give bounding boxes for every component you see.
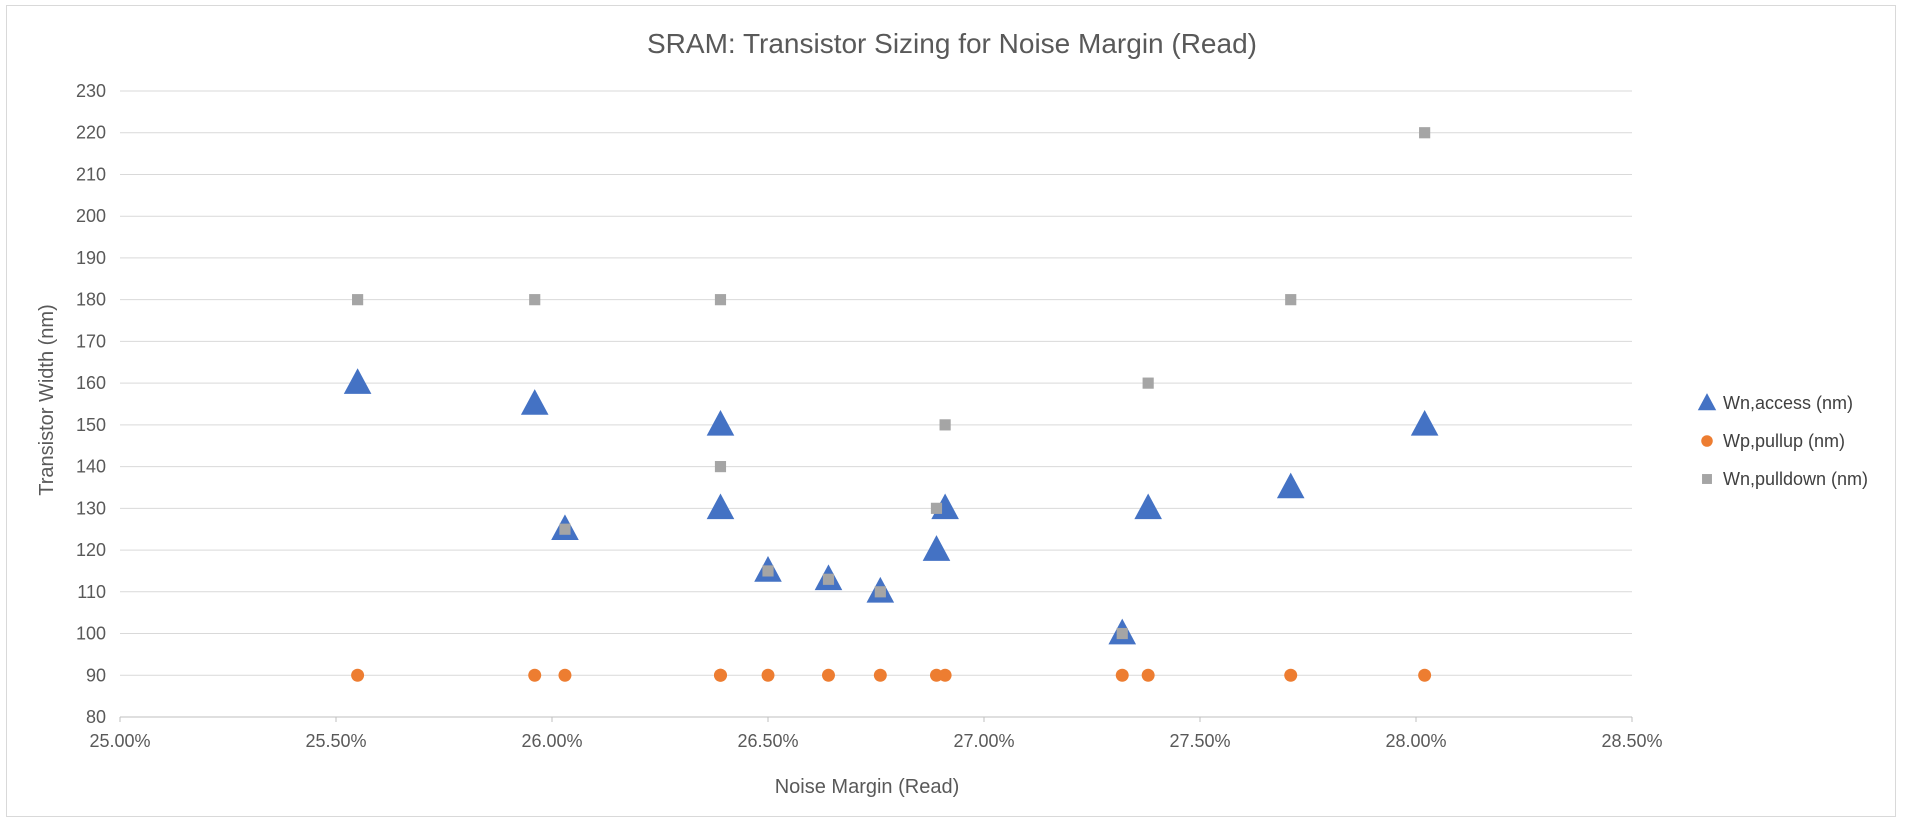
data-points [343,127,1439,682]
point-wp-pullup [1418,668,1432,682]
y-axis-label: Transistor Width (nm) [36,304,58,496]
point-wp-pullup [714,668,727,682]
chart-frame [6,5,1896,817]
legend-entry-label: Wp,pullup (nm) [1723,431,1845,451]
point-wn-pulldown [939,419,951,431]
point-wn-access [1276,472,1305,499]
legend-entry-label: Wn,pulldown (nm) [1723,469,1868,489]
legend: Wn,access (nm) Wp,pullup (nm) Wn,pulldown … [1697,393,1868,489]
point-wp-pullup [558,668,572,682]
y-tick-label: 220 [76,123,106,143]
gridlines [120,90,1632,676]
y-tick-label: 200 [76,206,106,226]
y-tick-label: 110 [77,582,106,602]
point-wp-pullup [351,668,365,682]
legend-entry-label: Wn,access (nm) [1723,393,1853,413]
point-wn-pulldown [1142,377,1154,389]
legend-marker-wp-pullup [1701,435,1713,447]
y-tick-label: 180 [76,290,106,310]
y-tick-label: 90 [86,665,106,685]
point-wn-pulldown [762,565,774,577]
x-axis-ticks: 25.00% 25.50% 26.00% 26.50% 27.00% 27.50% 28.0… [89,717,1663,751]
point-wn-pulldown [352,294,364,306]
x-tick-label: 25.50% [305,731,366,751]
chart-title: SRAM: Transistor Sizing for Noise Margin… [647,28,1257,59]
point-wn-pulldown [930,502,943,514]
point-wn-pulldown [1419,127,1431,139]
y-tick-label: 150 [76,415,106,435]
y-tick-label: 190 [76,248,106,268]
y-tick-label: 120 [76,540,106,560]
point-wn-pulldown [822,573,835,585]
point-wn-access [706,409,735,436]
x-axis-label: Noise Margin (Read) [775,776,960,798]
point-wp-pullup [1141,668,1155,682]
point-wn-access [343,368,372,394]
x-tick-label: 27.50% [1169,731,1230,751]
x-tick-label: 26.50% [737,731,798,751]
x-tick-label: 27.00% [953,731,1014,751]
point-wn-access [1410,409,1439,436]
point-wp-pullup [528,668,542,682]
point-wn-pulldown [714,461,727,473]
point-wn-pulldown [874,586,886,598]
y-tick-label: 230 [76,81,106,101]
point-wn-access [706,493,735,520]
point-wp-pullup [938,668,952,682]
point-wp-pullup [822,668,835,682]
point-wn-access [1134,493,1162,520]
point-wp-pullup [1115,668,1129,682]
x-tick-label: 26.00% [521,731,582,751]
y-tick-label: 80 [86,707,106,727]
point-wn-pulldown [1285,294,1297,306]
x-tick-label: 28.50% [1601,731,1662,751]
point-wp-pullup [1284,668,1298,682]
point-wn-pulldown [714,294,727,306]
x-tick-label: 25.00% [89,731,150,751]
point-wn-access [922,535,951,561]
y-tick-label: 210 [76,164,106,184]
point-wn-access [520,389,549,415]
y-tick-label: 140 [76,457,106,477]
y-tick-label: 130 [76,498,106,518]
legend-marker-wn-pulldown [1702,474,1712,484]
x-tick-label: 28.00% [1385,731,1446,751]
legend-marker-wn-access [1697,393,1717,411]
point-wn-pulldown [1116,627,1128,640]
y-axis-ticks: 80 90 100 110 120 130 140 150 160 170 180 190 200 210… [76,81,106,727]
y-tick-label: 100 [76,624,106,644]
point-wn-pulldown [559,523,571,535]
y-tick-label: 160 [76,373,106,393]
y-tick-label: 170 [76,331,106,351]
point-wp-pullup [761,668,775,682]
point-wn-pulldown [529,294,541,306]
point-wp-pullup [873,668,887,682]
